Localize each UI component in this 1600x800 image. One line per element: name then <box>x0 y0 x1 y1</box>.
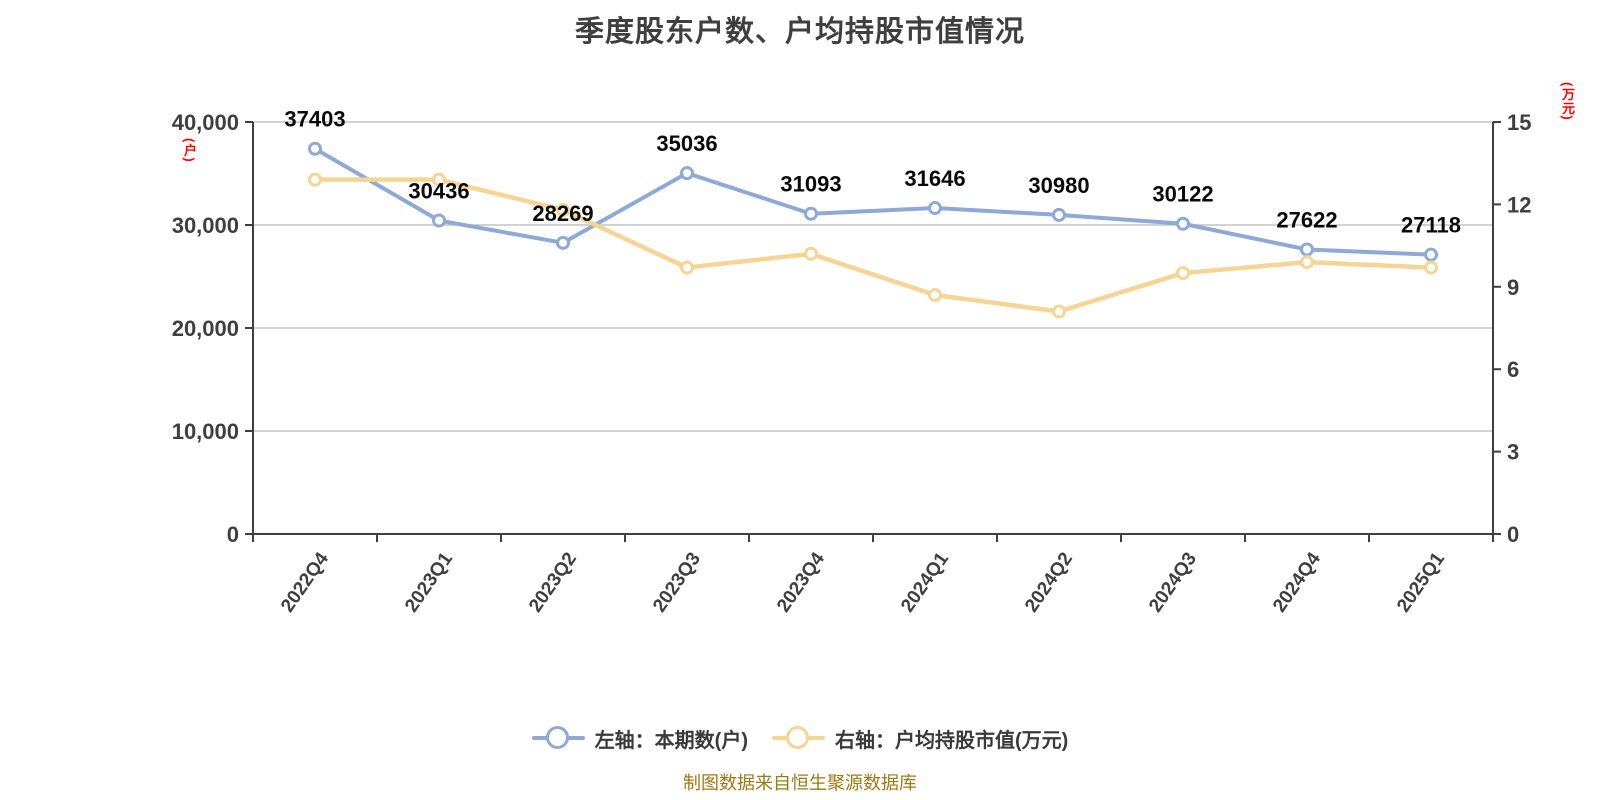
left-axis-tick-label: 20,000 <box>172 316 239 341</box>
data-point-marker-shareholder-count <box>1424 247 1438 262</box>
data-label: 28269 <box>532 201 593 226</box>
right-axis-tick-label: 6 <box>1507 357 1519 382</box>
x-axis-label: 2023Q2 <box>525 549 581 616</box>
data-point-marker-shareholder-count <box>556 235 570 250</box>
data-point-marker-shareholder-count <box>804 206 818 221</box>
right-axis-tick-label: 15 <box>1507 110 1531 135</box>
left-axis-tick-label: 0 <box>227 522 239 547</box>
left-axis-tick-label: 40,000 <box>172 110 239 135</box>
data-point-marker-avg-market-value <box>804 246 818 261</box>
data-label: 30436 <box>408 179 469 204</box>
legend-item-left-axis-series[interactable]: 左轴：本期数(户) <box>531 724 748 753</box>
data-point-marker-shareholder-count <box>432 213 446 228</box>
data-label: 31093 <box>780 172 841 197</box>
data-point-marker-avg-market-value <box>1052 304 1066 319</box>
data-point-marker-shareholder-count <box>308 141 322 156</box>
legend-label: 左轴：本期数(户) <box>594 729 748 752</box>
data-label: 27118 <box>1401 213 1461 238</box>
x-axis-label: 2023Q1 <box>401 548 457 616</box>
right-axis-tick-label: 9 <box>1507 275 1519 300</box>
data-point-marker-shareholder-count <box>1052 207 1066 222</box>
right-axis-tick-label: 0 <box>1507 522 1519 547</box>
legend-item-right-axis-series[interactable]: 右轴：户均持股市值(万元) <box>772 724 1068 753</box>
x-axis-label: 2022Q4 <box>277 548 333 616</box>
left-axis-tick-label: 30,000 <box>172 213 239 238</box>
data-point-marker-avg-market-value <box>928 288 942 303</box>
data-point-marker-avg-market-value <box>556 202 570 217</box>
x-axis-label: 2024Q1 <box>897 548 953 616</box>
left-axis-unit-label: (户) <box>182 138 197 163</box>
series-line-shareholder-count <box>313 146 1433 257</box>
data-point-marker-shareholder-count <box>680 166 694 181</box>
legend: 左轴：本期数(户) 右轴：户均持股市值(万元) <box>0 722 1600 754</box>
data-source-note: 制图数据来自恒生聚源数据库 <box>683 773 917 793</box>
data-label: 37403 <box>284 107 345 132</box>
data-point-marker-shareholder-count <box>1176 216 1190 231</box>
data-point-marker-avg-market-value <box>432 172 446 187</box>
data-point-marker-shareholder-count <box>1300 242 1314 257</box>
legend-line-marker-icon <box>772 726 825 750</box>
data-label: 27622 <box>1276 207 1337 232</box>
right-axis-tick-label: 12 <box>1507 192 1531 217</box>
data-point-marker-avg-market-value <box>680 260 694 275</box>
x-axis-label: 2024Q2 <box>1021 549 1077 616</box>
right-axis-unit-label: (万元) <box>1560 82 1575 121</box>
right-axis-tick-label: 3 <box>1507 440 1519 465</box>
chart-title: 季度股东户数、户均持股市值情况 <box>574 16 1025 48</box>
left-axis-tick-label: 10,000 <box>172 419 239 444</box>
x-axis-label: 2025Q1 <box>1393 548 1449 616</box>
data-point-marker-avg-market-value <box>1424 260 1438 275</box>
series-line-avg-market-value <box>312 177 1434 314</box>
x-axis-label: 2023Q4 <box>773 548 829 616</box>
data-point-marker-avg-market-value <box>1176 266 1190 281</box>
data-label: 35036 <box>656 131 717 156</box>
data-point-marker-avg-market-value <box>308 172 322 187</box>
x-axis-label: 2024Q3 <box>1145 549 1201 616</box>
data-point-marker-avg-market-value <box>1300 255 1314 270</box>
x-axis-label: 2023Q3 <box>649 549 705 616</box>
legend-line-marker-icon <box>531 726 585 750</box>
data-label: 31646 <box>904 166 965 191</box>
legend-label: 右轴：户均持股市值(万元) <box>835 729 1069 752</box>
data-label: 30980 <box>1028 173 1089 198</box>
x-axis-label: 2024Q4 <box>1269 548 1325 616</box>
data-label: 30122 <box>1152 182 1213 207</box>
data-point-marker-shareholder-count <box>928 201 942 216</box>
